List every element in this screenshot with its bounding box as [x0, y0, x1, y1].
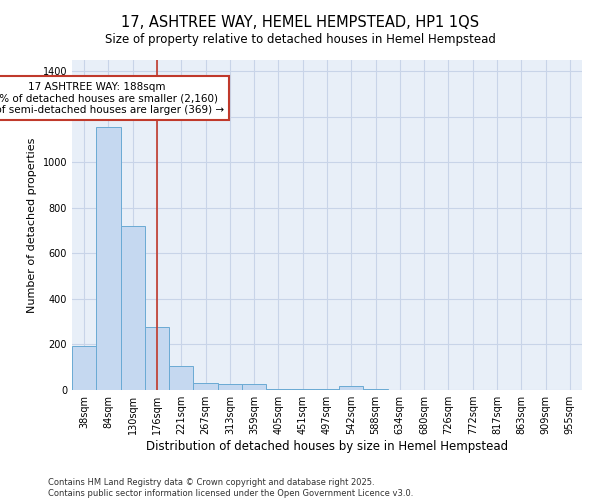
Bar: [339, 386, 364, 390]
Y-axis label: Number of detached properties: Number of detached properties: [27, 138, 37, 312]
Bar: [121, 226, 145, 390]
Bar: [242, 384, 266, 390]
X-axis label: Distribution of detached houses by size in Hemel Hempstead: Distribution of detached houses by size …: [146, 440, 508, 453]
Bar: [266, 389, 290, 390]
Text: 17, ASHTREE WAY, HEMEL HEMPSTEAD, HP1 1QS: 17, ASHTREE WAY, HEMEL HEMPSTEAD, HP1 1Q…: [121, 15, 479, 30]
Text: Contains HM Land Registry data © Crown copyright and database right 2025.
Contai: Contains HM Land Registry data © Crown c…: [48, 478, 413, 498]
Bar: [218, 384, 242, 390]
Bar: [96, 127, 121, 390]
Bar: [145, 328, 169, 390]
Bar: [72, 346, 96, 390]
Text: 17 ASHTREE WAY: 188sqm
← 85% of detached houses are smaller (2,160)
15% of semi-: 17 ASHTREE WAY: 188sqm ← 85% of detached…: [0, 82, 224, 115]
Text: Size of property relative to detached houses in Hemel Hempstead: Size of property relative to detached ho…: [104, 32, 496, 46]
Bar: [169, 366, 193, 390]
Bar: [193, 383, 218, 390]
